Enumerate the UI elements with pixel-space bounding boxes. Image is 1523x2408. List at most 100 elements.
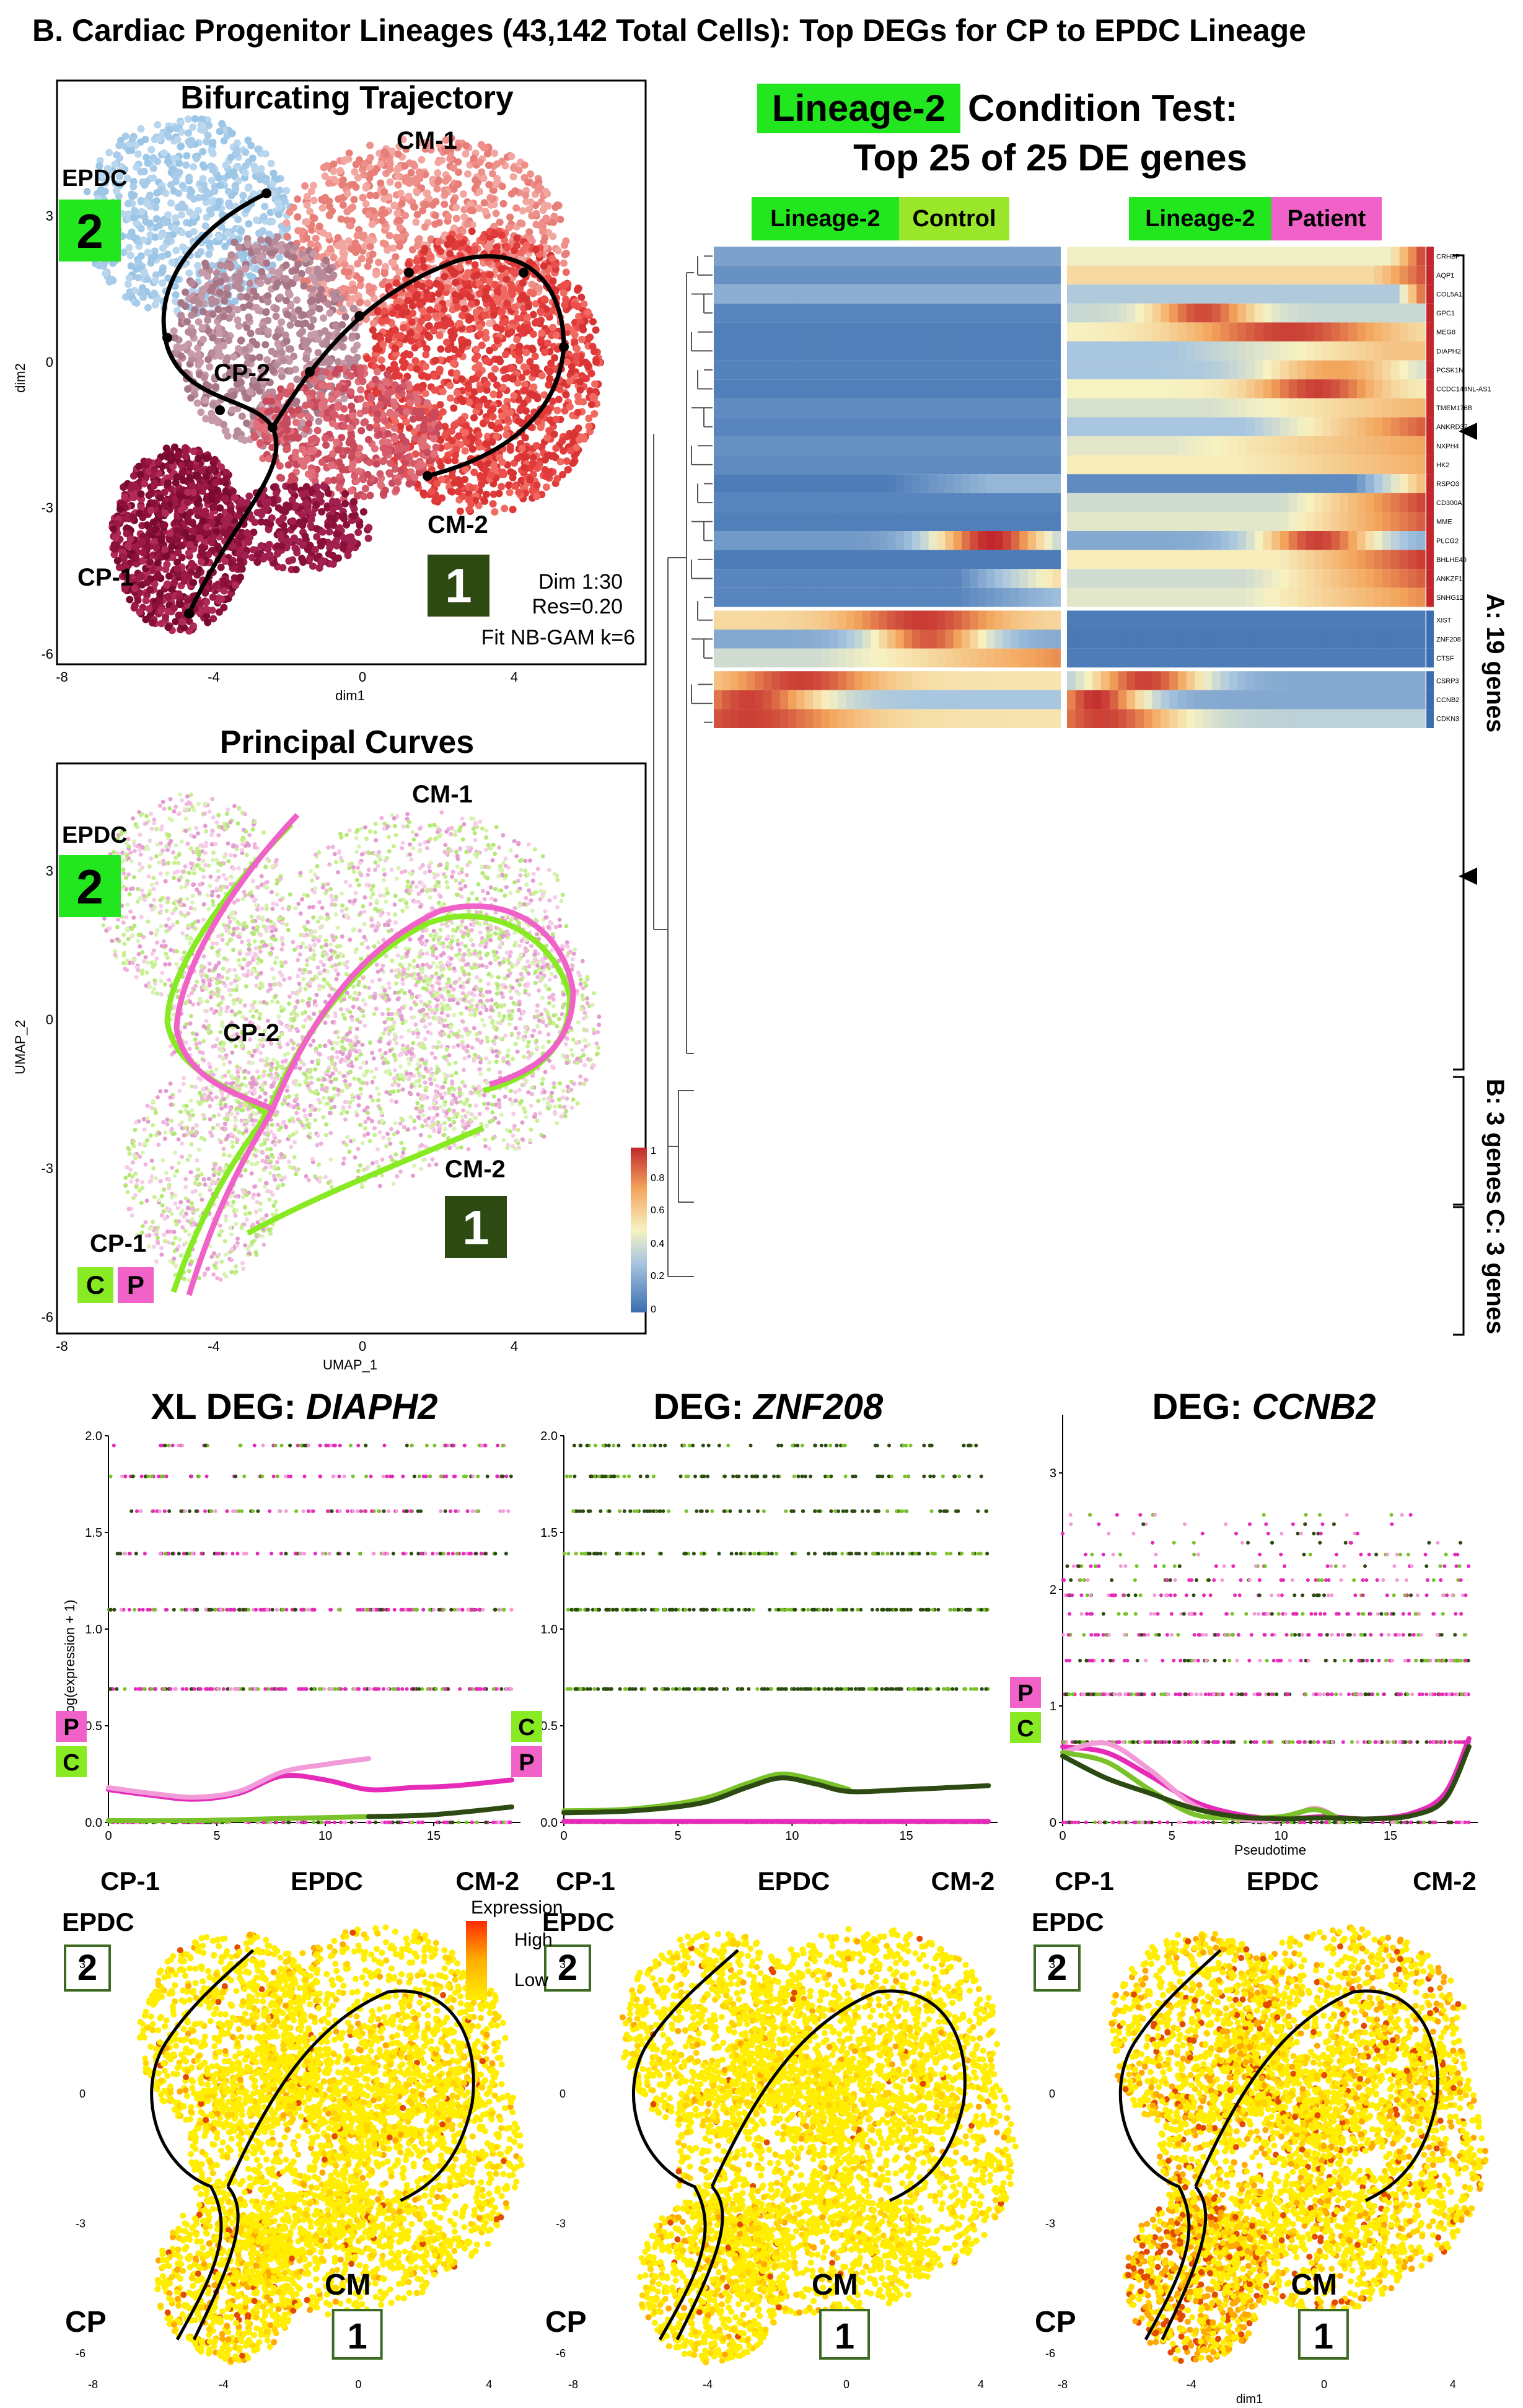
cell-point xyxy=(496,218,504,226)
cell-point xyxy=(590,410,599,418)
cell-point xyxy=(499,319,507,327)
cell-point xyxy=(168,542,176,550)
cell-point xyxy=(392,486,400,493)
cell-point xyxy=(529,364,537,372)
cell-point xyxy=(173,136,182,144)
cell-point xyxy=(422,351,430,359)
cell-point xyxy=(592,326,600,334)
cell-point xyxy=(285,345,293,353)
cell-point xyxy=(501,403,509,411)
cell-point xyxy=(498,231,506,239)
cell-point xyxy=(395,452,403,460)
cell-point xyxy=(335,484,343,492)
cell-point xyxy=(296,330,304,338)
cell-point xyxy=(134,150,142,158)
cell-point xyxy=(444,213,452,221)
cell-point xyxy=(163,581,171,589)
cell-point xyxy=(433,480,441,488)
cell-point xyxy=(230,494,239,502)
cell-point xyxy=(345,155,353,163)
cell-point xyxy=(219,341,227,349)
cell-point xyxy=(398,358,406,366)
cell-point xyxy=(234,305,242,314)
cell-point xyxy=(329,420,336,428)
cell-point xyxy=(439,388,447,395)
cell-point xyxy=(413,257,421,265)
cell-point xyxy=(154,157,162,165)
cell-point xyxy=(350,305,358,313)
cell-point xyxy=(245,301,253,309)
cell-point xyxy=(372,345,380,353)
cell-point xyxy=(309,316,317,324)
cell-point xyxy=(386,178,394,186)
cell-point xyxy=(459,398,467,405)
cell-point xyxy=(185,269,193,277)
cell-point xyxy=(392,279,400,287)
cell-point xyxy=(434,178,442,186)
cell-point xyxy=(241,169,249,177)
cell-point xyxy=(393,166,402,174)
cell-point xyxy=(348,464,356,472)
cell-point xyxy=(498,182,506,190)
cell-point xyxy=(371,168,379,176)
cell-point xyxy=(197,248,205,256)
cell-point xyxy=(416,301,424,309)
cell-point xyxy=(379,217,386,225)
cell-point xyxy=(454,488,462,496)
cell-point xyxy=(120,248,128,257)
cell-point xyxy=(470,154,478,162)
cell-point xyxy=(275,393,283,401)
cell-point xyxy=(185,174,193,182)
cell-point xyxy=(497,307,505,315)
cell-point xyxy=(141,136,149,144)
cell-point xyxy=(242,265,250,273)
cell-point xyxy=(393,209,402,218)
cell-point xyxy=(560,259,568,267)
cell-point xyxy=(392,345,400,353)
cell-point xyxy=(499,200,507,208)
cell-point xyxy=(444,345,452,353)
cell-point xyxy=(167,199,175,207)
cell-point xyxy=(242,148,250,156)
cell-point xyxy=(217,352,225,360)
cell-point xyxy=(208,349,216,357)
cell-point xyxy=(188,136,196,144)
cell-point xyxy=(241,346,249,354)
cell-point xyxy=(204,272,211,280)
cell-point xyxy=(187,188,195,196)
cell-point xyxy=(489,305,498,313)
cell-point xyxy=(257,279,265,288)
cell-point xyxy=(353,353,361,361)
cell-point xyxy=(460,213,468,221)
cell-point xyxy=(321,434,329,442)
cell-point xyxy=(586,333,594,341)
cell-point xyxy=(561,250,569,258)
cell-point xyxy=(275,253,283,261)
trajectory-cells xyxy=(77,115,605,635)
cell-point xyxy=(154,121,162,129)
cell-point xyxy=(359,193,367,201)
cell-point xyxy=(348,438,356,446)
cell-point xyxy=(325,382,333,390)
cell-point xyxy=(527,288,535,296)
cell-point xyxy=(543,215,551,223)
cell-point xyxy=(209,310,217,319)
cell-point xyxy=(175,159,183,167)
cell-point xyxy=(550,261,558,269)
cell-point xyxy=(152,203,160,211)
cell-point xyxy=(130,604,138,612)
cell-point xyxy=(420,441,428,449)
cell-point xyxy=(487,372,495,380)
cell-point xyxy=(395,372,403,380)
cell-point xyxy=(129,472,138,480)
cell-point xyxy=(452,278,460,286)
cell-point xyxy=(310,196,318,204)
cell-point xyxy=(390,424,398,432)
cell-point xyxy=(471,261,479,269)
cell-point xyxy=(311,330,319,338)
cell-point xyxy=(566,403,574,411)
cell-point xyxy=(380,457,388,465)
cell-point xyxy=(137,252,145,260)
cell-point xyxy=(507,152,516,160)
cell-point xyxy=(489,413,497,421)
